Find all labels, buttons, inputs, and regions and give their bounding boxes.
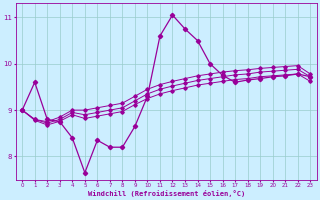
X-axis label: Windchill (Refroidissement éolien,°C): Windchill (Refroidissement éolien,°C) (88, 190, 245, 197)
